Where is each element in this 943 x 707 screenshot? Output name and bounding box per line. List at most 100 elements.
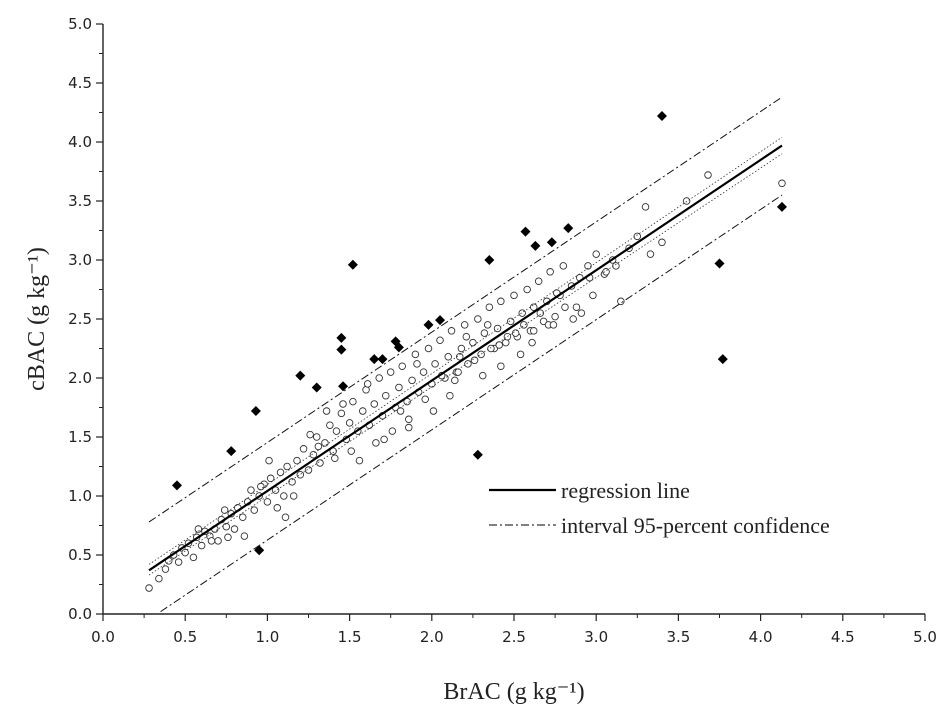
data-point bbox=[220, 506, 229, 514]
data-point bbox=[520, 321, 528, 329]
data-point bbox=[247, 486, 255, 494]
y-axis-title: cBAC (g kg⁻¹) bbox=[24, 247, 50, 391]
data-point bbox=[444, 353, 452, 361]
data-point bbox=[189, 553, 198, 562]
data-point bbox=[224, 533, 232, 542]
data-point bbox=[546, 268, 554, 276]
x-tick-label: 0.0 bbox=[91, 628, 115, 646]
data-point bbox=[451, 376, 459, 385]
outlier-point bbox=[336, 344, 347, 355]
x-tick-label: 3.0 bbox=[584, 628, 608, 646]
outlier-point bbox=[338, 381, 349, 392]
x-tick-label: 3.5 bbox=[666, 628, 690, 646]
data-point bbox=[349, 397, 357, 406]
data-point bbox=[413, 360, 421, 368]
data-point bbox=[155, 574, 163, 583]
data-point bbox=[549, 321, 558, 329]
data-point bbox=[240, 532, 249, 540]
x-tick-label: 4.0 bbox=[749, 628, 773, 646]
data-point bbox=[704, 171, 712, 179]
legend-label-interval: interval 95-percent confidence bbox=[561, 513, 830, 538]
data-point bbox=[516, 350, 525, 359]
data-point bbox=[778, 179, 786, 188]
outlier-point bbox=[530, 240, 541, 251]
data-point bbox=[265, 456, 273, 465]
data-point bbox=[493, 324, 502, 333]
outlier-point bbox=[369, 354, 380, 365]
outlier-point bbox=[435, 315, 446, 326]
data-point bbox=[380, 435, 388, 444]
data-point bbox=[363, 380, 372, 388]
data-point bbox=[194, 525, 203, 533]
data-point bbox=[288, 478, 296, 486]
data-point bbox=[617, 297, 625, 306]
data-point bbox=[326, 421, 334, 429]
data-point bbox=[281, 513, 290, 521]
data-point bbox=[214, 537, 222, 545]
data-point bbox=[455, 353, 464, 361]
data-point bbox=[266, 474, 275, 483]
data-point bbox=[569, 315, 577, 323]
data-point bbox=[382, 391, 390, 400]
confidence-band-lower bbox=[148, 153, 783, 576]
data-point bbox=[322, 407, 331, 415]
y-tick-label: 3.0 bbox=[68, 251, 92, 269]
data-point bbox=[395, 383, 403, 392]
data-point bbox=[462, 332, 471, 341]
data-point bbox=[487, 344, 495, 353]
outlier-point bbox=[484, 255, 495, 265]
x-tick-label: 2.0 bbox=[420, 628, 444, 646]
outlier-point bbox=[295, 370, 306, 381]
regression-line bbox=[148, 144, 783, 572]
data-point bbox=[386, 368, 395, 376]
data-point bbox=[273, 504, 282, 512]
legend-label-regression: regression line bbox=[561, 478, 690, 503]
data-point bbox=[474, 315, 482, 323]
y-tick-label: 2.5 bbox=[68, 310, 92, 328]
data-point bbox=[479, 371, 487, 380]
outlier-point bbox=[311, 382, 322, 393]
data-point bbox=[589, 291, 597, 300]
data-point bbox=[497, 297, 505, 306]
data-point bbox=[405, 415, 413, 424]
data-point bbox=[477, 350, 485, 359]
data-point bbox=[388, 427, 397, 435]
data-point bbox=[447, 327, 456, 335]
data-point bbox=[534, 277, 543, 285]
x-tick-label: 0.5 bbox=[173, 628, 197, 646]
data-point bbox=[419, 368, 428, 376]
prediction-interval-lower bbox=[160, 194, 783, 613]
data-point bbox=[161, 565, 170, 573]
data-point bbox=[497, 362, 505, 370]
data-point bbox=[457, 344, 466, 353]
outlier-point bbox=[472, 449, 483, 460]
y-tick-label: 0.5 bbox=[68, 546, 92, 564]
data-point bbox=[263, 498, 272, 506]
outlier-point bbox=[254, 545, 265, 556]
data-point bbox=[296, 471, 305, 479]
data-point bbox=[411, 350, 420, 359]
outlier-point bbox=[563, 223, 574, 234]
data-point bbox=[299, 445, 308, 453]
data-point bbox=[283, 462, 291, 471]
x-tick-label: 5.0 bbox=[913, 628, 937, 646]
data-point bbox=[304, 466, 313, 474]
confidence-band-upper bbox=[148, 136, 783, 565]
data-point bbox=[316, 459, 324, 467]
data-point bbox=[469, 338, 477, 347]
data-point bbox=[429, 407, 438, 415]
data-point bbox=[559, 262, 568, 270]
y-tick-label: 3.5 bbox=[68, 192, 92, 210]
outlier-point bbox=[656, 111, 667, 122]
y-tick-label: 4.5 bbox=[68, 74, 92, 92]
data-point bbox=[528, 338, 536, 347]
outlier-point bbox=[546, 237, 557, 248]
data-point bbox=[355, 456, 364, 465]
data-point bbox=[257, 482, 265, 491]
data-point bbox=[332, 427, 341, 435]
y-tick-label: 1.0 bbox=[68, 487, 92, 505]
data-point bbox=[309, 450, 318, 459]
data-point bbox=[197, 541, 206, 550]
data-point bbox=[222, 522, 231, 531]
data-point bbox=[446, 391, 454, 400]
